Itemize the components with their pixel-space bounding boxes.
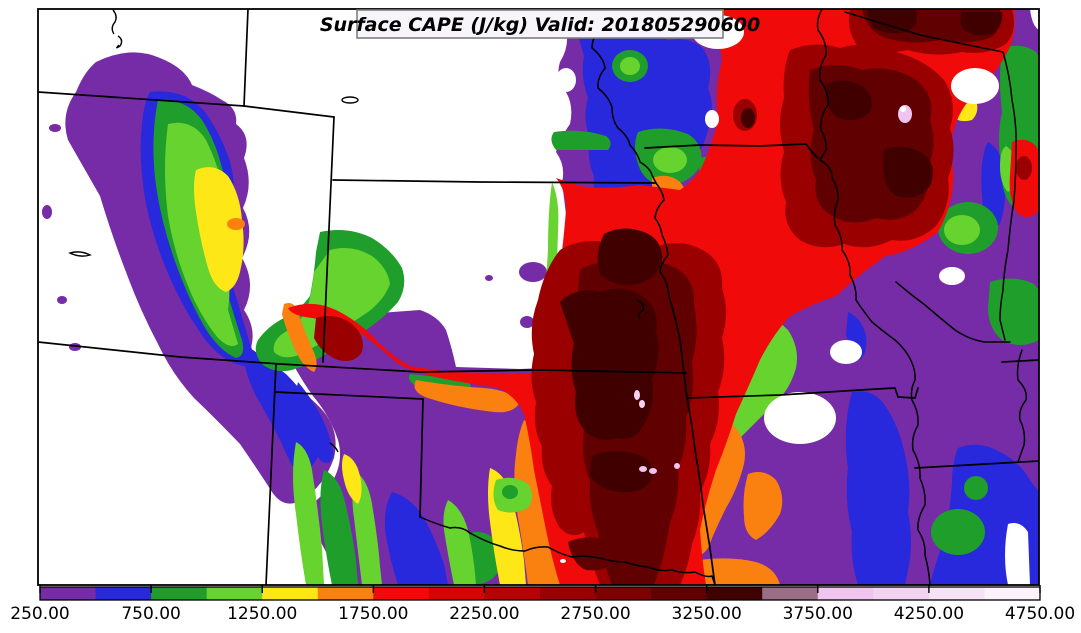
colorbar-segment (928, 587, 985, 600)
nm-lake-mark (329, 442, 339, 453)
border-kansas-north (332, 179, 657, 184)
colorbar-segment (762, 587, 819, 600)
border-missouri-west (669, 299, 688, 399)
border-wyoming-east (243, 9, 249, 107)
colorbar-tick-label: 4750.00 (1005, 604, 1075, 624)
ohio-river (895, 281, 1011, 343)
border-arkansas-west (686, 397, 716, 585)
colorbar-segment (40, 587, 97, 600)
colorbar-segment (317, 587, 374, 600)
map-title: Surface CAPE (J/kg) Valid: 201805290600 (320, 14, 760, 36)
great-salt-lake-mark (68, 251, 92, 257)
extreme-cape-specks (560, 105, 912, 563)
small-lake-mark (341, 96, 359, 104)
colorbar-segment (706, 587, 763, 600)
colorbar-segment (873, 587, 930, 600)
missouri-river (591, 9, 671, 301)
state-borders (38, 9, 1039, 585)
colorbar-segment (595, 587, 652, 600)
illinois-river-border (844, 11, 1017, 341)
colorbar-segment (95, 587, 152, 600)
colorbar-tick-label: 750.00 (121, 604, 180, 624)
colorbar-segment (428, 587, 485, 600)
colorbar-ticks (39, 585, 1041, 593)
colorbar-segment (373, 587, 430, 600)
colorbar-tick-label: 4250.00 (894, 604, 964, 624)
colorbar-tick-label: 2750.00 (560, 604, 630, 624)
border-missouri-arkansas (686, 387, 919, 399)
border-37n (38, 341, 687, 374)
colorbar-legend: 250.00 750.00 1250.00 1750.00 2250.00 2750.00… (10, 585, 1075, 624)
colorbar-segment (651, 587, 708, 600)
contour-level-3250 (560, 10, 1003, 493)
colorbar-tick-label: 2250.00 (449, 604, 519, 624)
colorbar-tick-label: 3250.00 (672, 604, 742, 624)
border-iowa-missouri (644, 143, 819, 159)
border-newmexico-east (265, 363, 277, 585)
colorbar-tick-label: 250.00 (10, 604, 69, 624)
border-colorado-east (322, 116, 335, 363)
title-box: Surface CAPE (J/kg) Valid: 201805290600 (320, 9, 760, 39)
border-35n (914, 460, 1039, 469)
colorbar-segment (984, 587, 1041, 600)
colorbar-segment (817, 587, 874, 600)
colorbar-segment (151, 587, 208, 600)
colorbar-segment (484, 587, 541, 600)
colorbar-border (39, 586, 1041, 601)
cape-contour-field (38, 9, 1039, 585)
red-river (419, 516, 716, 585)
colorbar-segment (206, 587, 263, 600)
border-kentucky-tennessee (1001, 359, 1039, 363)
colorbar-segments (40, 587, 1041, 600)
mississippi-river (816, 9, 931, 585)
yellowstone-lakes (111, 9, 123, 49)
colorbar-segment (540, 587, 597, 600)
tennessee-river (1016, 349, 1028, 463)
ozark-lake-mark (636, 299, 645, 319)
colorbar-tick-label: 1750.00 (338, 604, 408, 624)
border-texas-east-panhandle (419, 398, 424, 518)
colorbar-segment (262, 587, 319, 600)
border-ok-panhandle-south (274, 391, 424, 400)
map-frame (37, 8, 1040, 586)
colorbar-tick-labels: 250.00 750.00 1250.00 1750.00 2250.00 2750.00… (10, 604, 1075, 624)
colorbar-tick-label: 3750.00 (783, 604, 853, 624)
colorbar-tick-label: 1250.00 (227, 604, 297, 624)
